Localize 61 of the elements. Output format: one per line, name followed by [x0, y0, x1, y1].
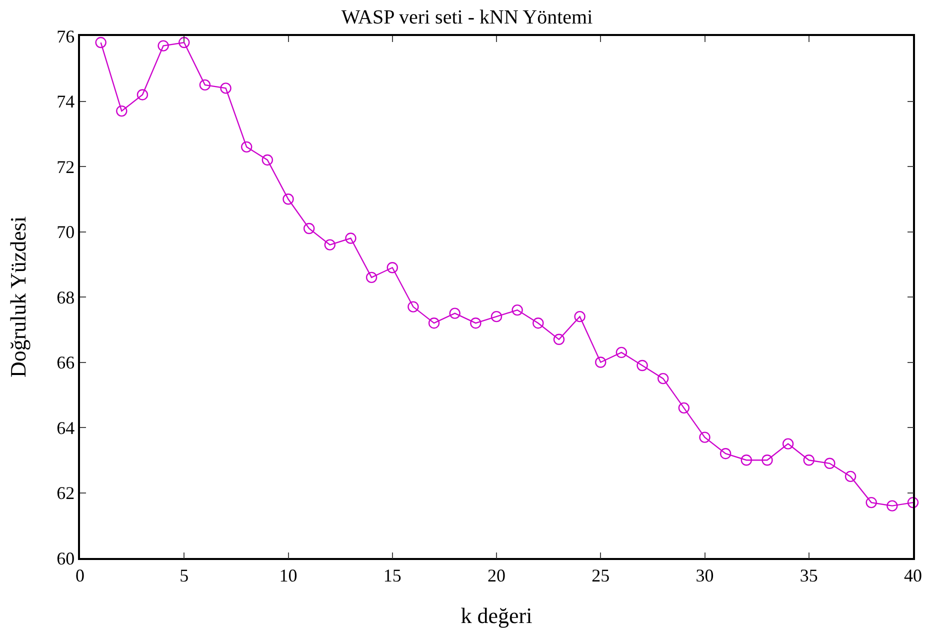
point	[303, 222, 315, 234]
y-tick-label: 70	[56, 222, 75, 242]
y-tick-label: 72	[56, 156, 75, 177]
y-tick-label: 66	[56, 352, 75, 373]
point	[178, 36, 190, 48]
x-tick-label: 25	[592, 565, 610, 586]
point	[136, 89, 148, 100]
point	[553, 334, 565, 346]
x-tick-label: 40	[904, 565, 922, 586]
x-tick-label: 5	[180, 565, 189, 586]
point	[595, 356, 606, 368]
point	[386, 262, 398, 274]
y-tick-label: 60	[56, 548, 75, 568]
point	[428, 318, 440, 329]
point	[449, 308, 460, 319]
point	[907, 496, 919, 508]
point	[345, 232, 356, 244]
point	[95, 36, 106, 48]
point	[824, 458, 836, 469]
point	[574, 310, 586, 322]
point	[740, 454, 752, 466]
point	[678, 402, 690, 414]
point	[720, 448, 732, 460]
x-tick-label: 35	[800, 565, 818, 586]
point	[324, 239, 336, 250]
x-axis-title: k değeri	[460, 603, 532, 628]
y-tick-label: 74	[56, 92, 75, 112]
point	[762, 454, 773, 466]
point	[262, 154, 274, 166]
x-tick-label: 20	[488, 565, 506, 586]
point	[241, 141, 252, 153]
point	[636, 360, 648, 372]
y-tick-label: 62	[56, 483, 75, 504]
point	[803, 454, 814, 466]
point	[512, 304, 523, 316]
point	[532, 318, 544, 329]
point	[844, 470, 856, 482]
point	[158, 40, 169, 52]
point	[408, 301, 419, 312]
point	[886, 500, 898, 512]
y-axis-title: Doğruluk Yüzdesi	[6, 216, 30, 378]
x-tick-label: 30	[696, 565, 714, 586]
y-tick-label: 68	[56, 287, 75, 308]
point	[699, 432, 710, 443]
chart-title: WASP veri seti - kNN Yöntemi	[341, 6, 594, 28]
point	[616, 346, 628, 358]
point	[199, 79, 211, 91]
x-tick-label: 15	[383, 565, 402, 586]
point	[658, 372, 669, 384]
point	[490, 310, 502, 322]
point	[282, 194, 294, 205]
point	[220, 82, 232, 94]
point	[366, 272, 378, 284]
point	[782, 438, 794, 450]
x-tick-label: 0	[76, 565, 84, 586]
point	[866, 496, 877, 508]
point	[470, 318, 482, 329]
point	[116, 105, 128, 117]
x-tick-label: 10	[279, 565, 298, 586]
y-tick-label: 76	[56, 26, 75, 46]
y-tick-label: 64	[56, 418, 75, 438]
